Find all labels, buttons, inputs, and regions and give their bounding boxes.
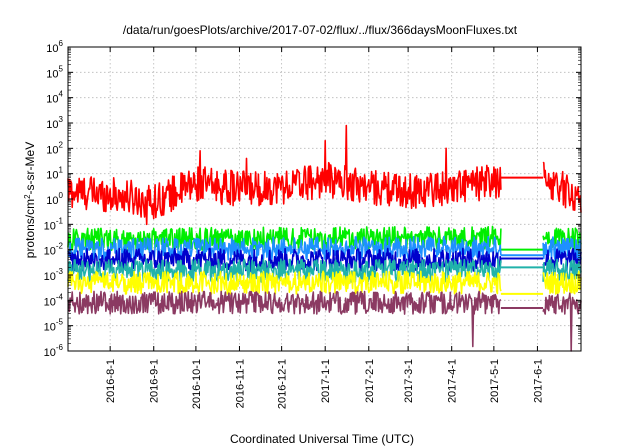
y-tick-label: 100: [46, 191, 63, 207]
y-tick-label: 10-3: [44, 267, 64, 283]
y-tick-label: 10-5: [44, 318, 64, 334]
y-tick-label: 10-2: [44, 242, 64, 258]
x-tick-label: 2017-1-1: [320, 359, 332, 403]
series-group: [67, 290, 582, 352]
series-line: [542, 270, 582, 295]
x-tick-label: 2017-4-1: [447, 359, 459, 403]
x-tick-label: 2016-11-1: [234, 359, 246, 408]
y-tick-label: 106: [46, 39, 63, 55]
series-group: [67, 124, 582, 226]
y-tick-label: 10-1: [44, 216, 64, 232]
series-line: [542, 292, 582, 352]
y-tick-label: 10-6: [44, 343, 64, 359]
series-layer: [67, 124, 582, 352]
y-axis-label-rest: -s-sr-MeV: [23, 142, 37, 195]
x-tick-label: 2016-9-1: [149, 359, 161, 403]
x-axis-label: Coordinated Universal Time (UTC): [230, 432, 414, 446]
series-line: [67, 124, 502, 226]
y-axis-label: protons/cm2-s-sr-MeV: [23, 142, 38, 258]
x-tick-label: 2016-12-1: [277, 359, 289, 409]
x-tick-label: 2017-5-1: [489, 359, 501, 403]
chart-title: /data/run/goesPlots/archive/2017-07-02/f…: [123, 23, 518, 37]
y-tick-label: 104: [46, 90, 63, 106]
y-tick-label: 105: [46, 64, 63, 80]
x-tick-label: 2016-8-1: [105, 359, 117, 403]
series-line: [67, 290, 502, 348]
y-tick-label: 101: [46, 166, 63, 182]
x-tick-label: 2017-3-1: [403, 359, 415, 403]
tick-layer: 10-6 10-5 10-4 10-3 10-2 10-1 100 101 102 103 104 1…: [44, 39, 581, 409]
y-axis-label-exponent: 2: [23, 194, 32, 199]
y-tick-label: 103: [46, 115, 63, 131]
y-tick-label: 10-4: [44, 292, 64, 308]
x-tick-label: 2017-6-1: [532, 359, 544, 403]
x-tick-label: 2016-10-1: [191, 359, 203, 409]
series-line: [67, 258, 502, 283]
series-group: [67, 270, 582, 295]
x-tick-label: 2017-2-1: [364, 359, 376, 403]
series-line: [542, 161, 582, 213]
y-axis-label-unit: protons/cm: [23, 199, 37, 258]
series-line: [67, 235, 502, 262]
series-line: [67, 270, 502, 295]
y-tick-label: 102: [46, 140, 63, 156]
